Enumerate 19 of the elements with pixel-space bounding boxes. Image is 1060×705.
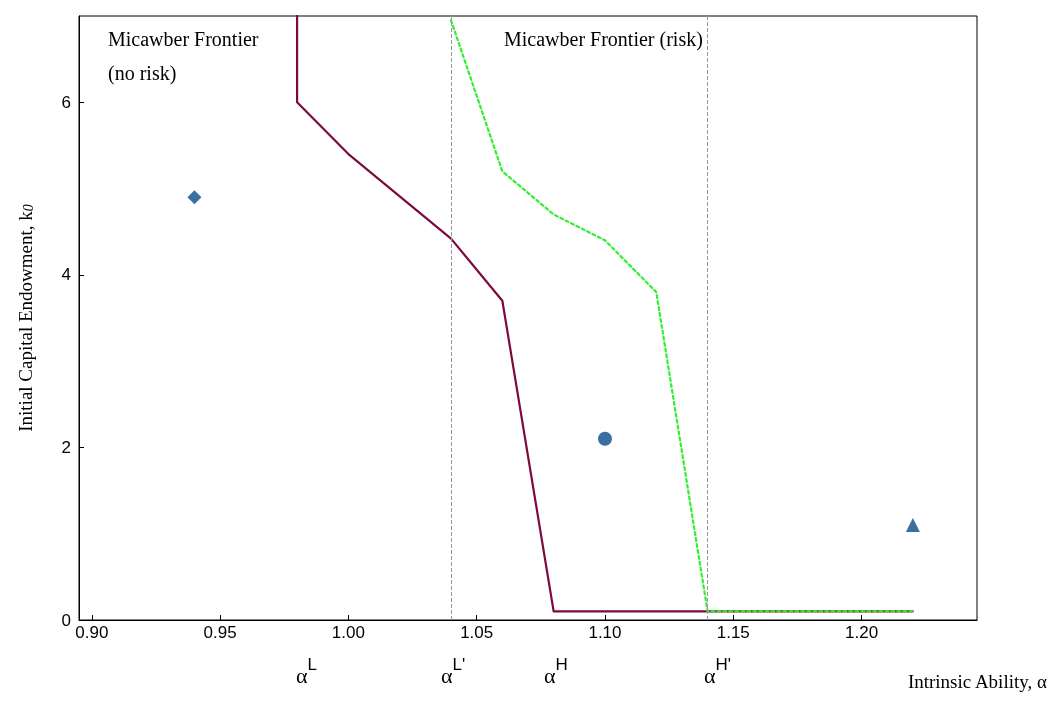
line-series (295, 14, 914, 613)
annotation: Micawber Frontier (risk) (504, 28, 703, 51)
x-tick-label: 1.20 (845, 623, 879, 642)
x-tick-label: 1.00 (331, 623, 365, 642)
point (597, 431, 612, 446)
x-tick-label: 1.05 (460, 623, 494, 642)
y-tick-label: 0 (61, 610, 71, 630)
x-tick-label: 0.90 (75, 623, 109, 642)
x-tick-label: 0.95 (203, 623, 237, 642)
x-axis-title: Intrinsic Ability, α (907, 671, 1047, 692)
y-tick-label: 2 (61, 437, 71, 457)
point (187, 190, 202, 205)
x-tick-label: 1.15 (716, 623, 750, 642)
annotation: Micawber Frontier (no risk) (108, 28, 264, 85)
line-series (449, 19, 914, 613)
x-tick-label: 1.10 (588, 623, 622, 642)
y-tick-label: 6 (61, 92, 71, 112)
point (905, 518, 920, 533)
y-tick-label: 4 (61, 265, 71, 285)
